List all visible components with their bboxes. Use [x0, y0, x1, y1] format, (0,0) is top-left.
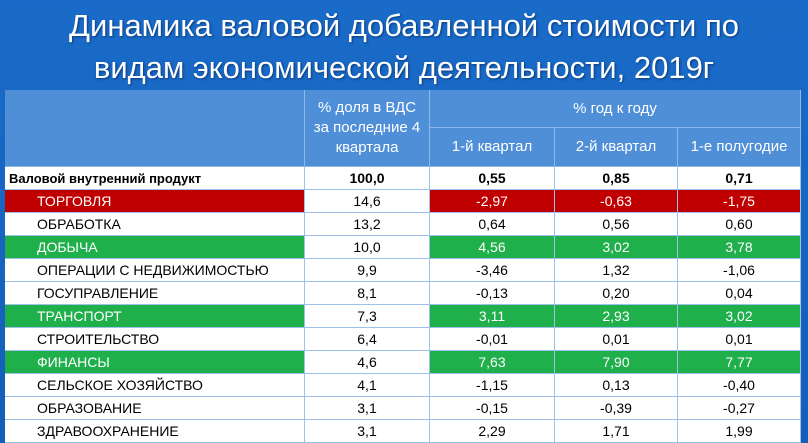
- row-value: -1,15: [430, 374, 555, 397]
- row-value: -0,39: [555, 397, 678, 420]
- row-value: 0,04: [678, 282, 801, 305]
- row-name: ФИНАНСЫ: [5, 351, 305, 374]
- row-value: 13,2: [305, 213, 430, 236]
- row-value: 10,0: [305, 236, 430, 259]
- row-value: -0,40: [678, 374, 801, 397]
- row-value: 3,1: [305, 397, 430, 420]
- row-name: ТРАНСПОРТ: [5, 305, 305, 328]
- row-value: 0,71: [678, 167, 801, 190]
- row-name: ДОБЫЧА: [5, 236, 305, 259]
- row-value: 3,02: [555, 236, 678, 259]
- row-value: -1,75: [678, 190, 801, 213]
- row-name: СТРОИТЕЛЬСТВО: [5, 328, 305, 351]
- row-value: 7,90: [555, 351, 678, 374]
- row-value: 7,63: [430, 351, 555, 374]
- row-value: 3,78: [678, 236, 801, 259]
- header-blank: [5, 90, 305, 167]
- row-value: 3,1: [305, 420, 430, 443]
- header-share: % доля в ВДС за последние 4 квартала: [305, 90, 430, 167]
- row-value: 7,3: [305, 305, 430, 328]
- title-line: видам экономической деятельности, 2019г: [93, 50, 715, 85]
- row-value: 2,93: [555, 305, 678, 328]
- row-name: ТОРГОВЛЯ: [5, 190, 305, 213]
- header-period: 2-й квартал: [555, 128, 678, 167]
- row-value: 0,55: [430, 167, 555, 190]
- row-value: 0,20: [555, 282, 678, 305]
- row-value: 4,6: [305, 351, 430, 374]
- header-period: 1-й квартал: [430, 128, 555, 167]
- row-name: ОБРАБОТКА: [5, 213, 305, 236]
- row-name: ОПЕРАЦИИ С НЕДВИЖИМОСТЬЮ: [5, 259, 305, 282]
- row-name: СЕЛЬСКОЕ ХОЗЯЙСТВО: [5, 374, 305, 397]
- header-period: 1-е полугодие: [678, 128, 801, 167]
- row-value: 14,6: [305, 190, 430, 213]
- row-value: 1,71: [555, 420, 678, 443]
- row-value: -2,97: [430, 190, 555, 213]
- row-value: -3,46: [430, 259, 555, 282]
- row-value: 9,9: [305, 259, 430, 282]
- row-value: 0,01: [555, 328, 678, 351]
- row-value: 0,01: [678, 328, 801, 351]
- row-value: 7,77: [678, 351, 801, 374]
- row-value: -0,27: [678, 397, 801, 420]
- row-value: 8,1: [305, 282, 430, 305]
- row-value: 6,4: [305, 328, 430, 351]
- row-name: ГОСУПРАВЛЕНИЕ: [5, 282, 305, 305]
- row-value: 0,85: [555, 167, 678, 190]
- row-value: 0,13: [555, 374, 678, 397]
- row-value: -1,06: [678, 259, 801, 282]
- row-value: 100,0: [305, 167, 430, 190]
- row-value: 3,02: [678, 305, 801, 328]
- row-value: 3,11: [430, 305, 555, 328]
- row-value: 1,99: [678, 420, 801, 443]
- row-name: Валовой внутренний продукт: [5, 167, 305, 190]
- row-name: ОБРАЗОВАНИЕ: [5, 397, 305, 420]
- row-value: -0,63: [555, 190, 678, 213]
- row-value: -0,13: [430, 282, 555, 305]
- row-value: 4,56: [430, 236, 555, 259]
- row-value: 0,60: [678, 213, 801, 236]
- row-name: ЗДРАВООХРАНЕНИЕ: [5, 420, 305, 443]
- row-value: 0,56: [555, 213, 678, 236]
- row-value: -0,15: [430, 397, 555, 420]
- row-value: 4,1: [305, 374, 430, 397]
- row-value: -0,01: [430, 328, 555, 351]
- header-growth: % год к году: [430, 90, 801, 128]
- title-line: Динамика валовой добавленной стоимости п…: [69, 8, 739, 43]
- row-value: 1,32: [555, 259, 678, 282]
- row-value: 2,29: [430, 420, 555, 443]
- row-value: 0,64: [430, 213, 555, 236]
